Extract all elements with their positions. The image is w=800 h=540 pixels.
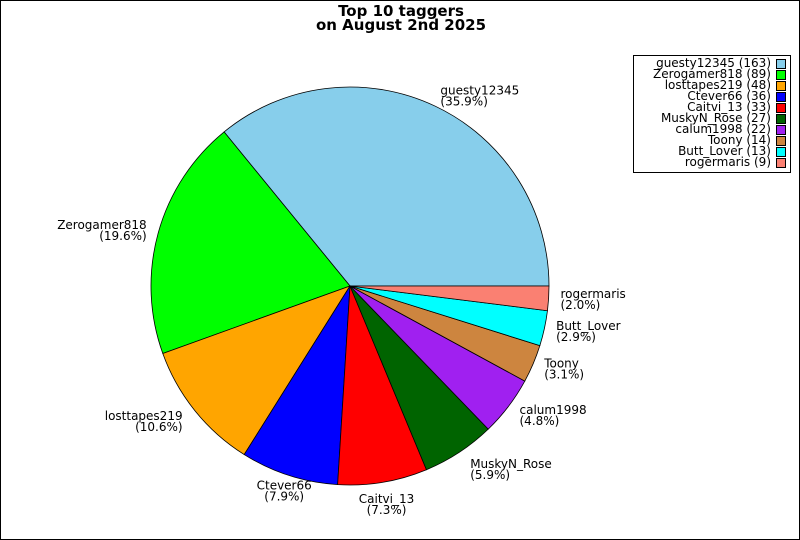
- slice-label: calum1998: [520, 403, 587, 417]
- slice-label: Ctever66: [257, 479, 312, 493]
- slice-label: losttapes219: [105, 409, 183, 423]
- legend-label: Caitvi_13 (33): [687, 100, 771, 114]
- legend-swatch: [776, 81, 786, 91]
- legend-entry: guesty12345 (163): [634, 56, 790, 70]
- pie-slice: [162, 285, 351, 456]
- slice-percent-label: (7.3%): [367, 503, 407, 517]
- legend-swatch: [776, 136, 786, 146]
- legend-swatch: [776, 103, 786, 113]
- legend-label: Zerogamer818 (89): [653, 67, 771, 81]
- legend-entry: Caitvi_13 (33): [634, 100, 790, 114]
- legend-entry: losttapes219 (48): [634, 78, 790, 92]
- slice-percent-label: (10.6%): [135, 420, 182, 434]
- slice-percent-label: (3.1%): [544, 367, 584, 381]
- slice-percent-label: (4.8%): [520, 414, 560, 428]
- pie-slice: [150, 131, 351, 355]
- slice-label: Toony: [543, 356, 579, 370]
- legend-swatch: [776, 59, 786, 69]
- legend-label: Butt_Lover (13): [678, 144, 771, 158]
- legend-swatch: [776, 92, 786, 102]
- slice-percent-label: (2.0%): [561, 298, 601, 312]
- slice-label: Zerogamer818: [57, 218, 147, 232]
- legend-label: Toony (14): [707, 133, 771, 147]
- legend-swatch: [776, 114, 786, 124]
- slice-label: Butt_Lover: [556, 319, 621, 333]
- legend-entry: MuskyN_Rose (27): [634, 111, 790, 125]
- pie-slice: [243, 285, 351, 486]
- slice-label: guesty12345: [440, 83, 519, 97]
- slice-percent-label: (35.9%): [440, 94, 487, 108]
- slice-label: Caitvi_13: [359, 492, 414, 506]
- legend-swatch: [776, 125, 786, 135]
- slice-label: rogermaris: [561, 287, 626, 301]
- legend-entry: Ctever66 (36): [634, 89, 790, 103]
- slice-percent-label: (2.9%): [556, 330, 596, 344]
- legend-label: losttapes219 (48): [664, 78, 771, 92]
- legend-swatch: [776, 158, 786, 168]
- legend-entry: Toony (14): [634, 133, 790, 147]
- slice-percent-label: (19.6%): [99, 229, 146, 243]
- legend-label: calum1998 (22): [675, 122, 771, 136]
- legend-entry: Zerogamer818 (89): [634, 67, 790, 81]
- chart-subtitle: on August 2nd 2025: [315, 16, 487, 34]
- pie-slice: [349, 285, 550, 312]
- legend-label: MuskyN_Rose (27): [660, 111, 771, 125]
- slice-percent-label: (5.9%): [470, 468, 510, 482]
- slice-percent-label: (7.9%): [264, 490, 304, 504]
- legend-swatch: [776, 147, 786, 157]
- legend-swatch: [776, 70, 786, 80]
- legend-entry: rogermaris (9): [634, 155, 790, 169]
- legend-label: rogermaris (9): [684, 155, 771, 169]
- legend-label: Ctever66 (36): [687, 89, 771, 103]
- legend-label: guesty12345 (163): [656, 56, 771, 70]
- chart-legend: guesty12345 (163) Zerogamer818 (89) lost…: [633, 55, 791, 173]
- pie-slice: [223, 86, 550, 287]
- legend-entry: Butt_Lover (13): [634, 144, 790, 158]
- slice-label: MuskyN_Rose: [470, 457, 552, 471]
- chart-title: Top 10 taggers: [338, 2, 464, 20]
- legend-entry: calum1998 (22): [634, 122, 790, 136]
